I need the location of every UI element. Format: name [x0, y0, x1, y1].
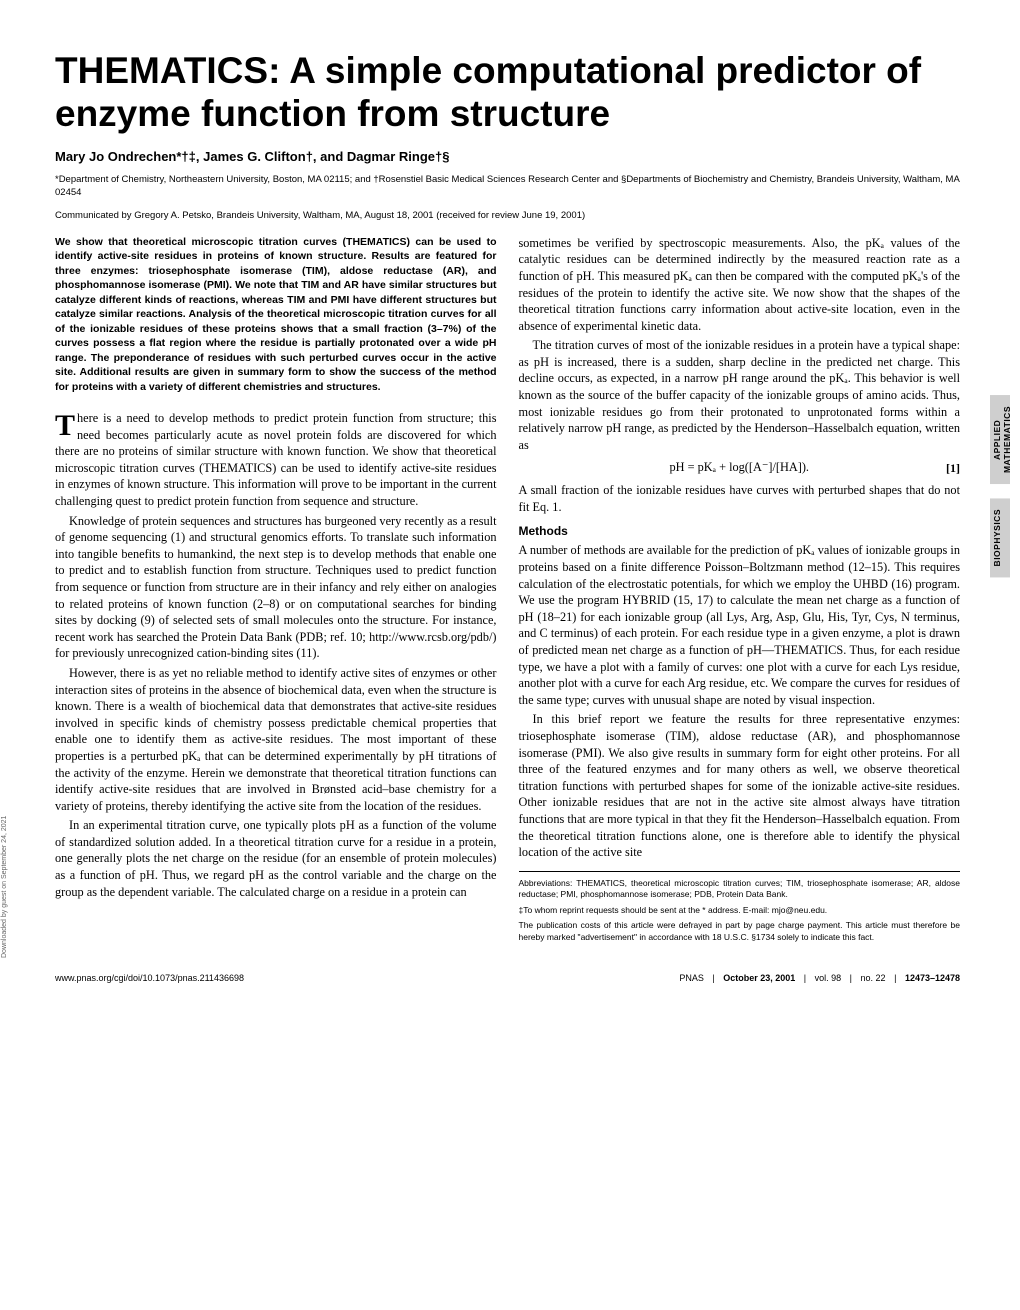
body-p1-text: here is a need to develop methods to pre… — [55, 411, 497, 508]
left-column: We show that theoretical microscopic tit… — [55, 235, 497, 947]
side-category-tabs: APPLIED MATHEMATICS BIOPHYSICS — [990, 395, 1010, 577]
page-footer: www.pnas.org/cgi/doi/10.1073/pnas.211436… — [55, 973, 960, 983]
tab-line-2: MATHEMATICS — [1002, 406, 1012, 473]
body-rp2: The titration curves of most of the ioni… — [519, 337, 961, 453]
footer-vol: vol. 98 — [815, 973, 842, 983]
two-column-body: We show that theoretical microscopic tit… — [55, 235, 960, 947]
footer-sep-3: | — [844, 973, 858, 983]
equation-1: pH = pKₐ + log([A⁻]/[HA]). — [670, 459, 810, 476]
right-column: sometimes be verified by spectroscopic m… — [519, 235, 961, 947]
equation-1-number: [1] — [946, 460, 960, 476]
abstract: We show that theoretical microscopic tit… — [55, 235, 497, 394]
equation-1-row: pH = pKₐ + log([A⁻]/[HA]). [1] — [519, 459, 961, 476]
footnote-abbrev: Abbreviations: THEMATICS, theoretical mi… — [519, 878, 961, 901]
body-p4: In an experimental titration curve, one … — [55, 817, 497, 900]
body-rp4: A number of methods are available for th… — [519, 542, 961, 708]
methods-heading: Methods — [519, 523, 961, 539]
footer-doi: www.pnas.org/cgi/doi/10.1073/pnas.211436… — [55, 973, 244, 983]
communicated-by: Communicated by Gregory A. Petsko, Brand… — [55, 210, 960, 221]
footnote-rule — [519, 871, 961, 872]
affiliations: *Department of Chemistry, Northeastern U… — [55, 174, 960, 200]
dropcap: T — [55, 410, 77, 439]
footer-sep-2: | — [798, 973, 812, 983]
body-rp1: sometimes be verified by spectroscopic m… — [519, 235, 961, 335]
body-p2: Knowledge of protein sequences and struc… — [55, 513, 497, 662]
body-p3: However, there is as yet no reliable met… — [55, 665, 497, 814]
body-rp5: In this brief report we feature the resu… — [519, 711, 961, 860]
footer-sep-4: | — [888, 973, 902, 983]
footer-pages: 12473–12478 — [905, 973, 960, 983]
body-p1: There is a need to develop methods to pr… — [55, 410, 497, 510]
footer-pnas: PNAS — [679, 973, 704, 983]
footnote-corresponding: ‡To whom reprint requests should be sent… — [519, 905, 961, 916]
tab-line-1: APPLIED — [992, 406, 1002, 473]
footer-no: no. 22 — [861, 973, 886, 983]
tab-applied-mathematics: APPLIED MATHEMATICS — [990, 395, 1010, 484]
footer-date: October 23, 2001 — [723, 973, 795, 983]
footer-citation: PNAS | October 23, 2001 | vol. 98 | no. … — [679, 973, 960, 983]
tab-biophysics: BIOPHYSICS — [990, 498, 1010, 577]
footer-sep-1: | — [706, 973, 720, 983]
body-rp3: A small fraction of the ionizable residu… — [519, 482, 961, 515]
download-note: Downloaded by guest on September 24, 202… — [1, 816, 8, 958]
paper-title: THEMATICS: A simple computational predic… — [55, 50, 960, 135]
authors-line: Mary Jo Ondrechen*†‡, James G. Clifton†,… — [55, 149, 960, 164]
footnote-pubcost: The publication costs of this article we… — [519, 920, 961, 943]
